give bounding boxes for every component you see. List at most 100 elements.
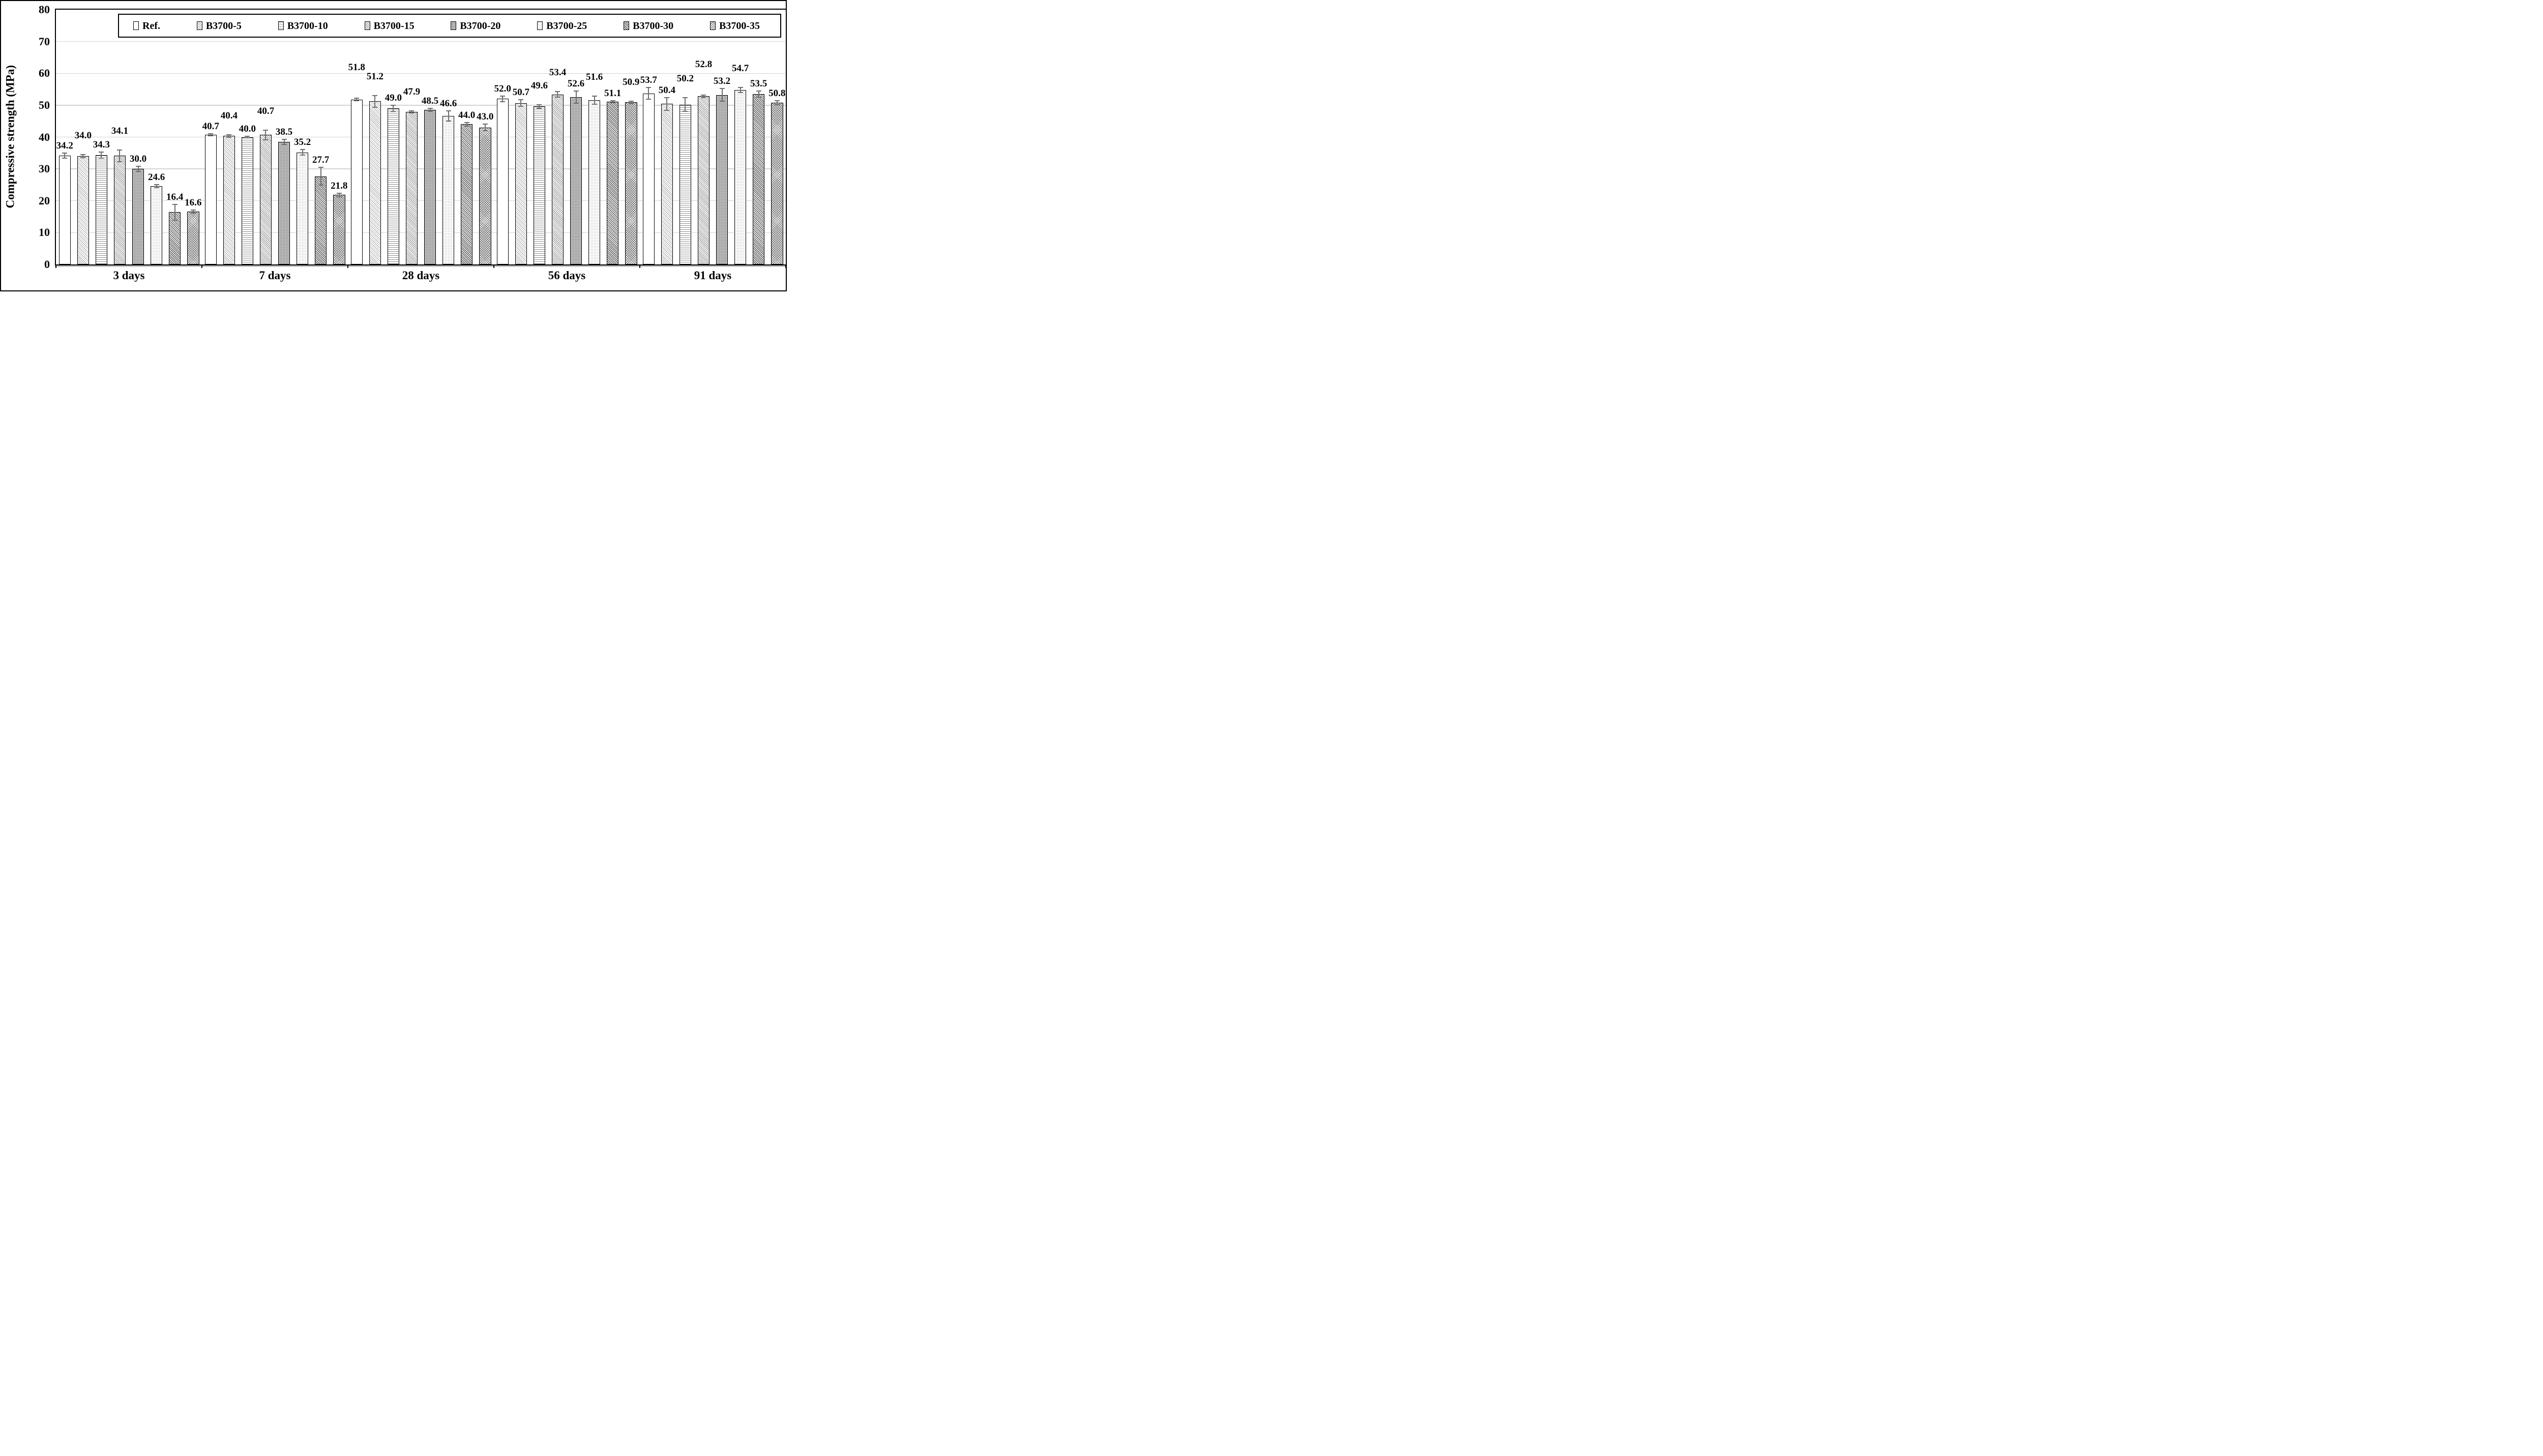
bar bbox=[113, 156, 126, 264]
bar bbox=[734, 90, 747, 264]
error-bar-cap-bottom bbox=[427, 111, 433, 112]
error-bar-cap-top bbox=[391, 104, 396, 106]
legend-label: B3700-25 bbox=[546, 20, 587, 32]
bar-value-label: 48.5 bbox=[421, 96, 439, 107]
bar-value-label: 34.3 bbox=[93, 139, 110, 150]
error-bar-cap-bottom bbox=[318, 185, 323, 186]
bar bbox=[259, 135, 272, 264]
error-bar-cap-top bbox=[80, 154, 86, 155]
bar bbox=[333, 195, 345, 264]
bar bbox=[551, 94, 564, 264]
error-bar bbox=[156, 184, 157, 188]
x-category-label: 3 days bbox=[113, 269, 145, 282]
error-bar-cap-bottom bbox=[336, 196, 342, 197]
bar-value-label: 53.4 bbox=[549, 67, 567, 78]
bar bbox=[442, 116, 455, 264]
x-axis-tick bbox=[639, 265, 640, 268]
error-bar bbox=[648, 87, 649, 99]
error-bar-cap-bottom bbox=[610, 102, 615, 103]
error-bar-cap-bottom bbox=[464, 126, 469, 127]
bar-value-label: 34.1 bbox=[111, 125, 129, 136]
bar-value-label: 27.7 bbox=[312, 155, 330, 165]
error-bar-cap-top bbox=[117, 149, 123, 151]
bar-value-label: 54.7 bbox=[731, 63, 749, 74]
error-bar bbox=[539, 105, 540, 108]
error-bar-cap-top bbox=[719, 88, 725, 90]
legend-item: B3700-10 bbox=[278, 21, 328, 31]
error-bar-cap-bottom bbox=[646, 98, 652, 100]
x-axis-tick bbox=[785, 265, 786, 268]
bar-value-label: 52.0 bbox=[494, 83, 511, 94]
error-bar-cap-top bbox=[226, 134, 232, 135]
error-bar bbox=[302, 149, 303, 156]
bar-value-label: 49.6 bbox=[530, 80, 548, 92]
error-bar-cap-bottom bbox=[482, 130, 488, 131]
error-bar-cap-top bbox=[592, 95, 597, 97]
error-bar bbox=[685, 98, 686, 111]
bar bbox=[405, 112, 418, 264]
legend: Ref. B3700-5 B3700-10 B3700-15 B3700-20 B3700… bbox=[118, 14, 781, 38]
error-bar-cap-top bbox=[664, 97, 670, 98]
error-bar-cap-top bbox=[573, 90, 579, 92]
error-bar-cap-bottom bbox=[172, 219, 178, 221]
plot-area: 34.2 34.0 34.3 34.1 30.0 24.6 16.4 16.6 40.7 40.4… bbox=[55, 9, 786, 265]
error-bar-cap-bottom bbox=[592, 104, 597, 105]
error-bar-cap-top bbox=[518, 99, 524, 101]
error-bar-cap-bottom bbox=[537, 107, 542, 109]
bar bbox=[241, 137, 254, 264]
error-bar-cap-top bbox=[683, 97, 688, 99]
bar bbox=[661, 104, 673, 264]
error-bar-cap-bottom bbox=[683, 110, 688, 112]
error-bar-cap-top bbox=[354, 98, 360, 99]
error-bar-cap-top bbox=[245, 135, 250, 137]
bar-value-label: 30.0 bbox=[129, 154, 147, 165]
error-bar-cap-bottom bbox=[664, 109, 670, 111]
gridline bbox=[56, 41, 786, 42]
bar-group: 51.8 51.2 49.0 47.9 48.5 46.6 44.0 43.0 bbox=[348, 10, 494, 264]
error-bar-cap-bottom bbox=[409, 112, 415, 113]
bar-value-label: 50.4 bbox=[658, 84, 675, 96]
bar-group: 34.2 34.0 34.3 34.1 30.0 24.6 16.4 16.6 bbox=[56, 10, 202, 264]
error-bar bbox=[228, 134, 230, 137]
bar bbox=[296, 152, 309, 264]
error-bar-cap-top bbox=[409, 110, 415, 112]
error-bar-cap-bottom bbox=[245, 137, 250, 139]
error-bar-cap-bottom bbox=[391, 111, 396, 112]
y-tick-label: 0 bbox=[44, 258, 50, 271]
bar-value-label: 21.8 bbox=[331, 181, 348, 192]
error-bar-cap-bottom bbox=[208, 135, 214, 136]
bar bbox=[95, 155, 108, 264]
bar-value-label: 46.6 bbox=[439, 98, 457, 109]
y-tick-label: 30 bbox=[39, 162, 50, 175]
bar bbox=[132, 169, 144, 264]
bar-value-label: 24.6 bbox=[147, 171, 165, 183]
error-bar-cap-bottom bbox=[263, 139, 269, 140]
x-axis-shadow bbox=[55, 265, 786, 267]
gridline bbox=[56, 232, 786, 233]
error-bar-cap-top bbox=[737, 87, 743, 88]
bar-value-label: 38.5 bbox=[275, 126, 293, 137]
error-bar bbox=[758, 91, 759, 97]
bar-value-label: 53.5 bbox=[750, 78, 767, 90]
legend-label: B3700-15 bbox=[373, 20, 415, 32]
y-tick-label: 40 bbox=[39, 130, 50, 143]
error-bar bbox=[64, 153, 66, 158]
bar-value-label: 53.7 bbox=[640, 75, 657, 86]
error-bar bbox=[356, 98, 358, 101]
error-bar-cap-top bbox=[701, 94, 706, 96]
error-bar bbox=[374, 96, 376, 107]
legend-item: B3700-25 bbox=[537, 21, 587, 31]
error-bar bbox=[721, 88, 723, 102]
legend-label: Ref. bbox=[142, 20, 160, 32]
error-bar-cap-bottom bbox=[573, 102, 579, 104]
error-bar-cap-top bbox=[446, 110, 451, 112]
bar bbox=[387, 108, 400, 264]
y-tick-label: 70 bbox=[39, 35, 50, 48]
error-bar-cap-bottom bbox=[354, 100, 360, 102]
x-axis-tick bbox=[201, 265, 202, 268]
error-bar-cap-top bbox=[135, 166, 141, 167]
bar-value-label: 34.0 bbox=[74, 130, 92, 141]
error-bar-cap-top bbox=[372, 95, 378, 97]
legend-label: B3700-5 bbox=[205, 20, 242, 32]
bar bbox=[496, 99, 509, 264]
